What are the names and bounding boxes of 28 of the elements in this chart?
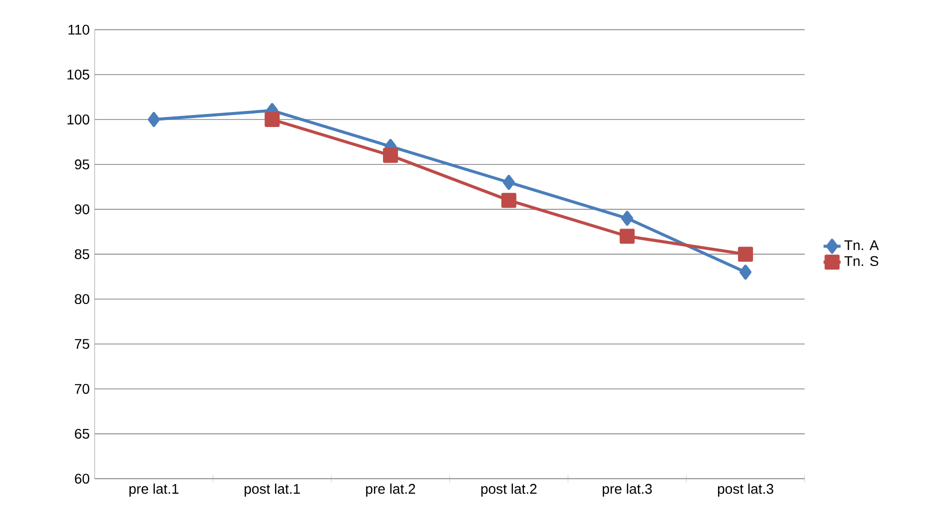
- x-tick-label: post lat.3: [718, 484, 774, 497]
- y-tick-label: 70: [74, 384, 90, 394]
- point: [502, 174, 515, 190]
- x-tick-label: post lat.1: [244, 484, 300, 497]
- legend-label: Tn. A: [844, 240, 879, 250]
- point: [621, 210, 634, 226]
- y-tick-label: 60: [74, 474, 90, 484]
- point: [739, 264, 752, 280]
- y-tick-label: 95: [74, 159, 90, 170]
- x-tick-label: pre lat.1: [129, 484, 178, 497]
- y-tick-label: 100: [68, 114, 90, 124]
- point: [383, 148, 398, 163]
- point: [501, 192, 516, 208]
- point: [738, 246, 753, 262]
- y-tick-label: 75: [74, 339, 90, 349]
- point: [264, 112, 280, 127]
- x-tick-label: post lat.2: [481, 484, 537, 497]
- point: [620, 228, 635, 244]
- y-tick-label: 105: [68, 70, 90, 80]
- y-tick-label: 80: [74, 294, 90, 304]
- y-tick-label: 110: [68, 24, 90, 35]
- y-tick-label: 90: [74, 204, 90, 214]
- y-tick-label: 85: [74, 249, 90, 260]
- point: [148, 112, 160, 127]
- x-tick-label: pre lat.2: [366, 484, 416, 497]
- x-tick-label: pre lat.3: [602, 484, 652, 497]
- y-tick-label: 65: [74, 428, 90, 439]
- legend-label: Tn. S: [844, 256, 878, 266]
